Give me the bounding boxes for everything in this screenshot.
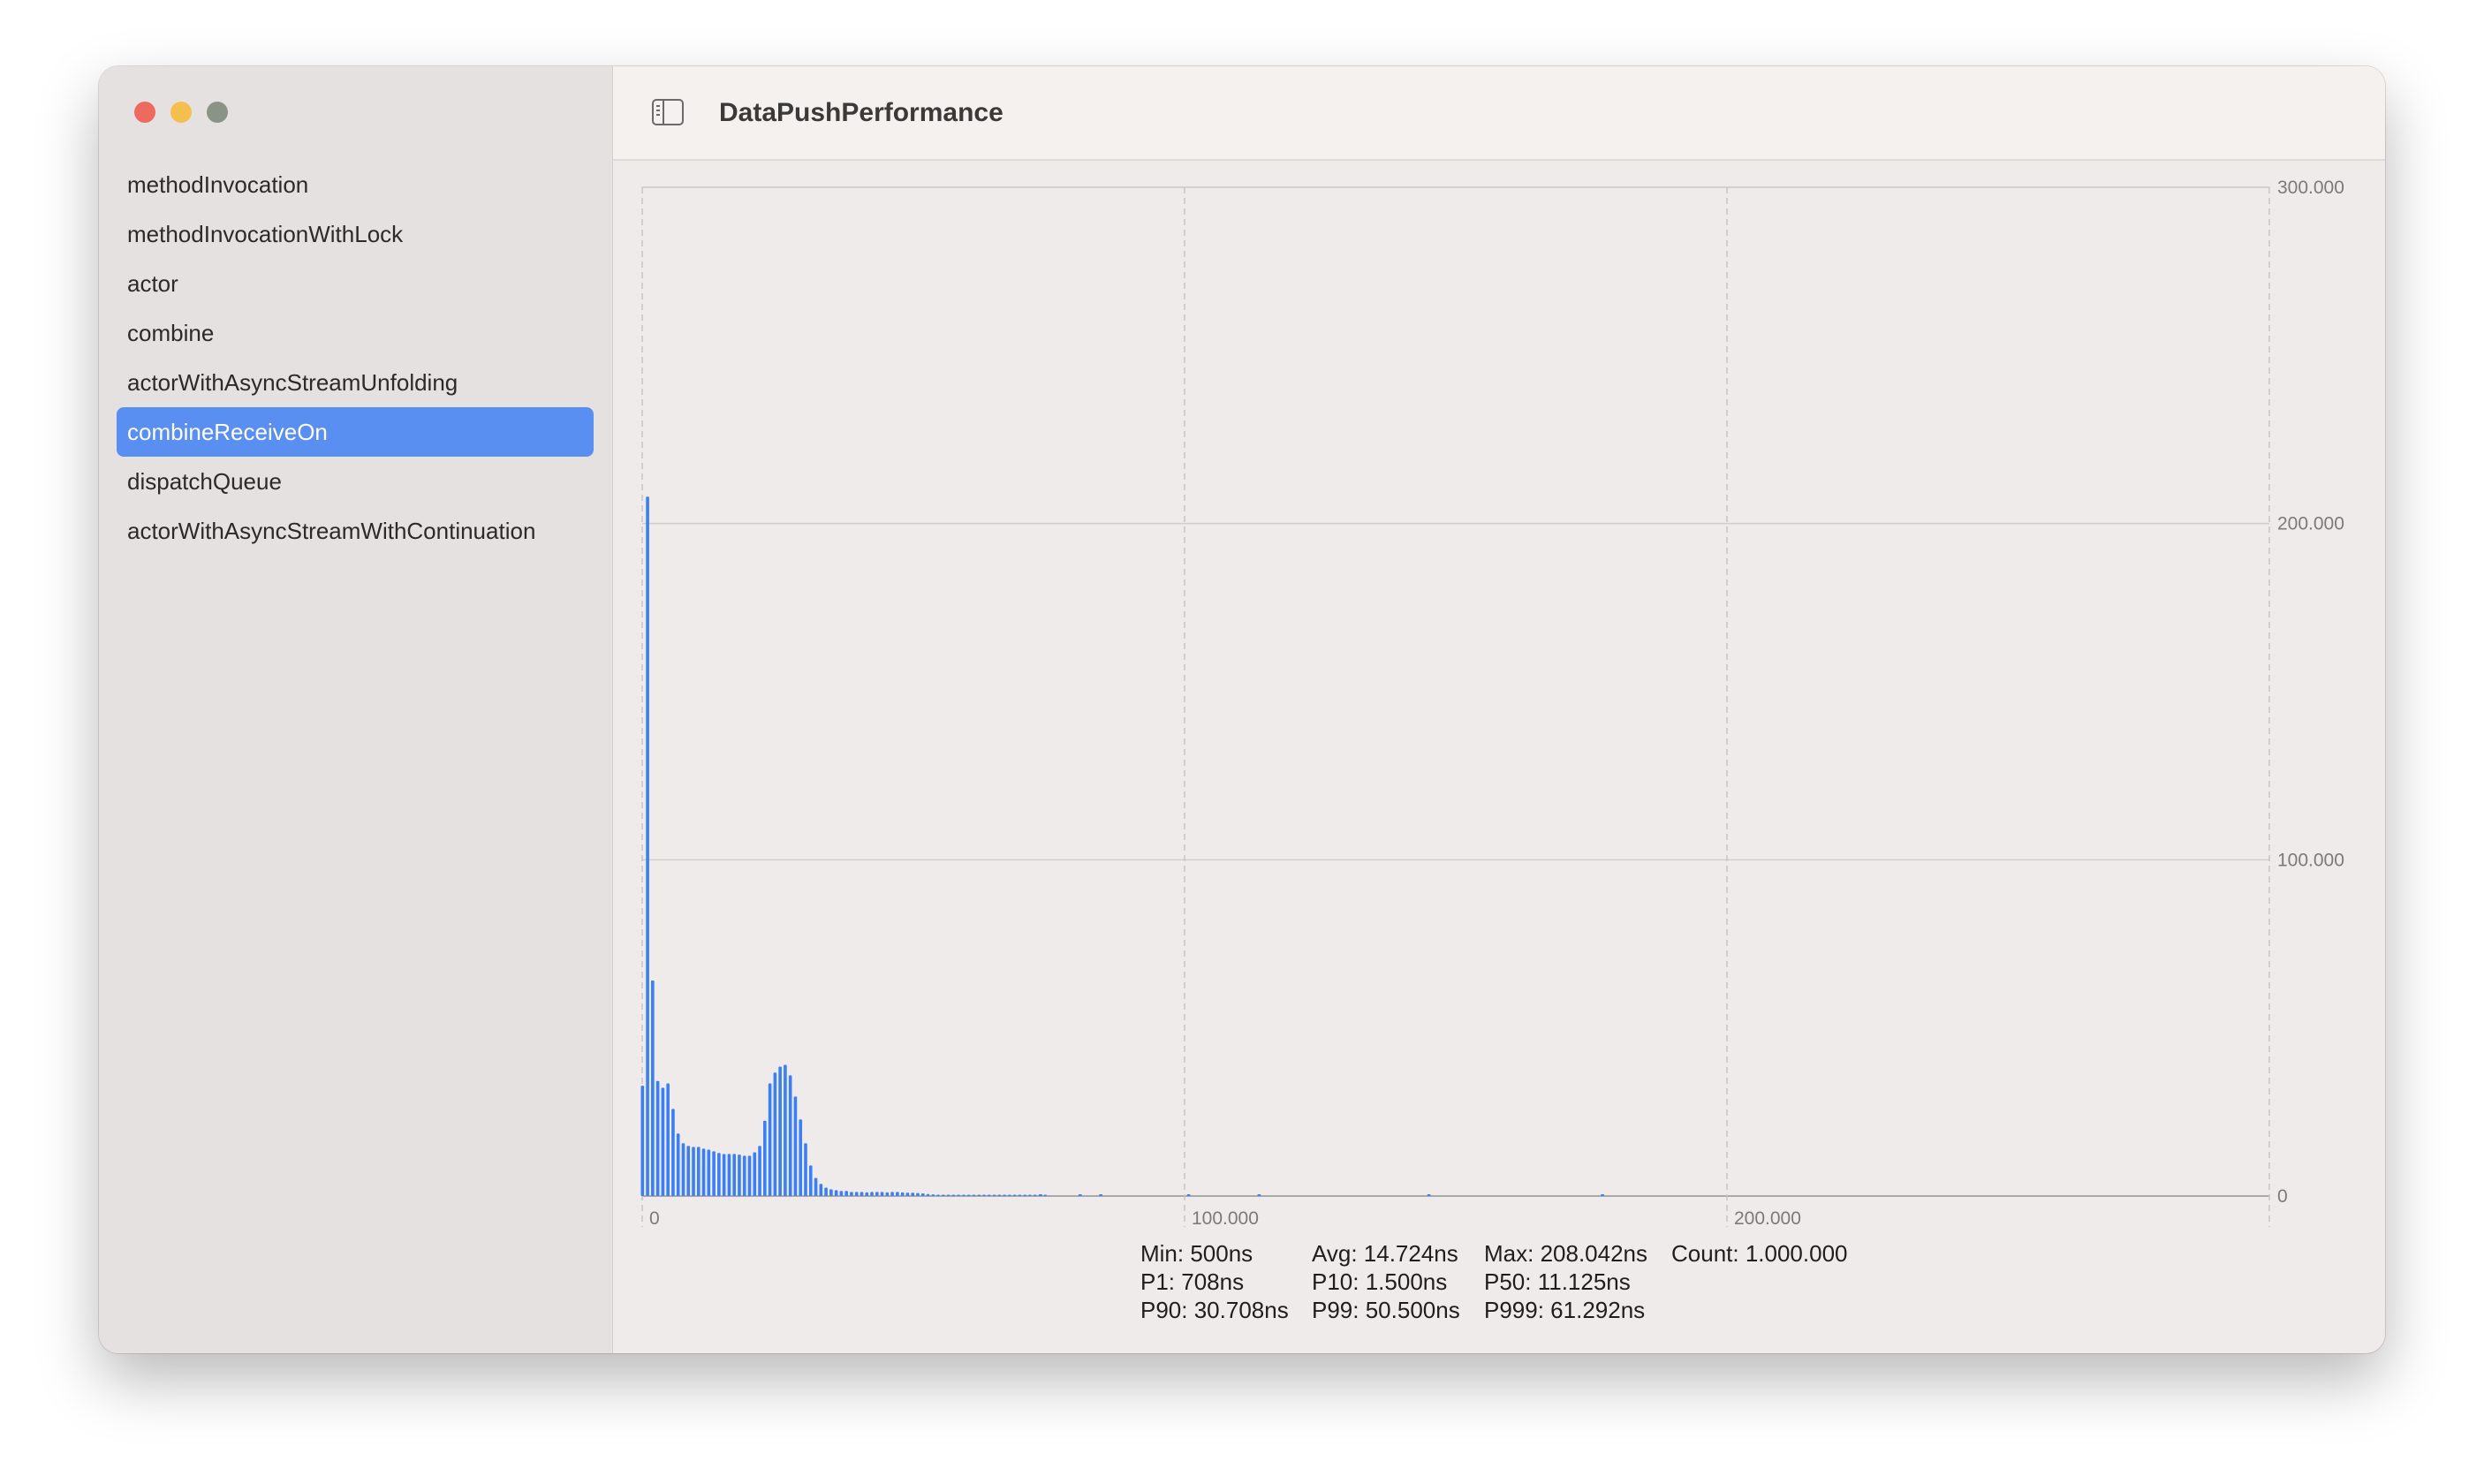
stat-p50: P50: 11.125ns	[1484, 1268, 1631, 1295]
stat-avg: Avg: 14.724ns	[1312, 1240, 1458, 1267]
stat-count: Count: 1.000.000	[1671, 1240, 1848, 1267]
sidebar: methodInvocation methodInvocationWithLock…	[99, 66, 613, 1353]
app-window: methodInvocation methodInvocationWithLock…	[99, 66, 2385, 1353]
minimize-button[interactable]	[170, 102, 192, 123]
stat-max: Max: 208.042ns	[1484, 1240, 1648, 1267]
window-title: DataPushPerformance	[719, 98, 1003, 127]
sidebar-list: methodInvocation methodInvocationWithLock…	[117, 160, 594, 556]
stat-p10: P10: 1.500ns	[1312, 1268, 1448, 1295]
stat-p90: P90: 30.708ns	[1140, 1297, 1289, 1323]
sidebar-item[interactable]: methodInvocation	[127, 171, 309, 198]
stat-p1: P1: 708ns	[1140, 1268, 1245, 1295]
sidebar-item[interactable]: combine	[127, 320, 215, 346]
title-bar: DataPushPerformance	[613, 66, 2385, 161]
sidebar-item[interactable]: actorWithAsyncStreamWithContinuation	[127, 518, 536, 544]
sidebar-item[interactable]: actor	[127, 270, 178, 297]
sidebar-item[interactable]: combineReceiveOn	[117, 407, 594, 457]
close-button[interactable]	[134, 102, 155, 123]
sidebar-toggle-icon[interactable]	[652, 99, 684, 125]
stat-p999: P999: 61.292ns	[1484, 1297, 1646, 1323]
stat-min: Min: 500ns	[1140, 1240, 1253, 1267]
sidebar-item[interactable]: actorWithAsyncStreamUnfolding	[127, 369, 458, 396]
zoom-button[interactable]	[207, 102, 228, 123]
sidebar-item[interactable]: methodInvocationWithLock	[127, 221, 404, 247]
sidebar-item[interactable]: dispatchQueue	[127, 468, 282, 495]
stat-p99: P99: 50.500ns	[1312, 1297, 1460, 1323]
